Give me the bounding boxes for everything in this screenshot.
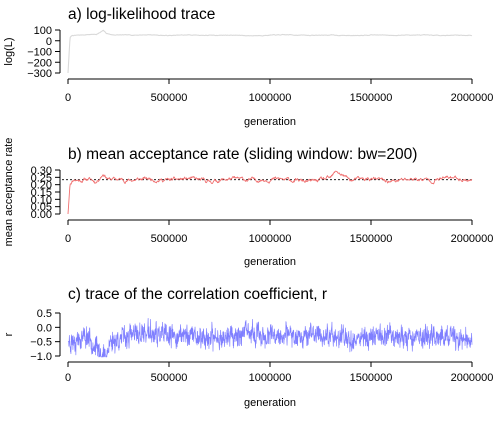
y-tick-label: 0 — [46, 36, 52, 48]
x-tick-label: 0 — [65, 233, 71, 245]
panel-loglik: a) log-likelihood trace−300−200−10001000… — [3, 6, 493, 128]
x-tick-label: 2000000 — [451, 372, 494, 384]
series-line — [68, 30, 472, 73]
chart-title: b) mean acceptance rate (sliding window:… — [68, 146, 417, 163]
y-tick-label: −0.5 — [30, 337, 52, 349]
y-axis-label: log(L) — [3, 37, 15, 65]
chart-title: a) log-likelihood trace — [68, 6, 215, 23]
series-line — [68, 318, 472, 357]
x-tick-label: 1500000 — [350, 372, 393, 384]
y-tick-label: 0.0 — [37, 322, 52, 334]
series-line — [68, 171, 472, 214]
y-tick-label: −100 — [27, 47, 52, 59]
x-tick-label: 1000000 — [249, 233, 292, 245]
x-tick-label: 1500000 — [350, 233, 393, 245]
x-tick-label: 1000000 — [249, 372, 292, 384]
y-axis-label: mean acceptance rate — [3, 138, 15, 247]
y-tick-label: −200 — [27, 57, 52, 69]
y-tick-label: −1.0 — [30, 351, 52, 363]
x-axis-label: generation — [244, 397, 296, 409]
x-tick-label: 1500000 — [350, 92, 393, 104]
chart-title: c) trace of the correlation coefficient,… — [68, 286, 327, 303]
y-tick-label: 0.5 — [37, 308, 52, 320]
x-tick-label: 0 — [65, 372, 71, 384]
x-axis-label: generation — [244, 256, 296, 268]
y-axis-label: r — [3, 332, 15, 336]
x-tick-label: 500000 — [151, 372, 188, 384]
x-tick-label: 500000 — [151, 92, 188, 104]
y-tick-label: −300 — [27, 68, 52, 80]
y-tick-label: 0.30 — [31, 165, 52, 177]
x-tick-label: 1000000 — [249, 92, 292, 104]
x-tick-label: 2000000 — [451, 233, 494, 245]
y-tick-label: 100 — [34, 25, 52, 37]
panel-correlation: c) trace of the correlation coefficient,… — [3, 286, 493, 409]
x-tick-label: 500000 — [151, 233, 188, 245]
x-tick-label: 0 — [65, 92, 71, 104]
panel-acceptance-rate: b) mean acceptance rate (sliding window:… — [3, 138, 493, 268]
x-tick-label: 2000000 — [451, 92, 494, 104]
x-axis-label: generation — [244, 116, 296, 128]
